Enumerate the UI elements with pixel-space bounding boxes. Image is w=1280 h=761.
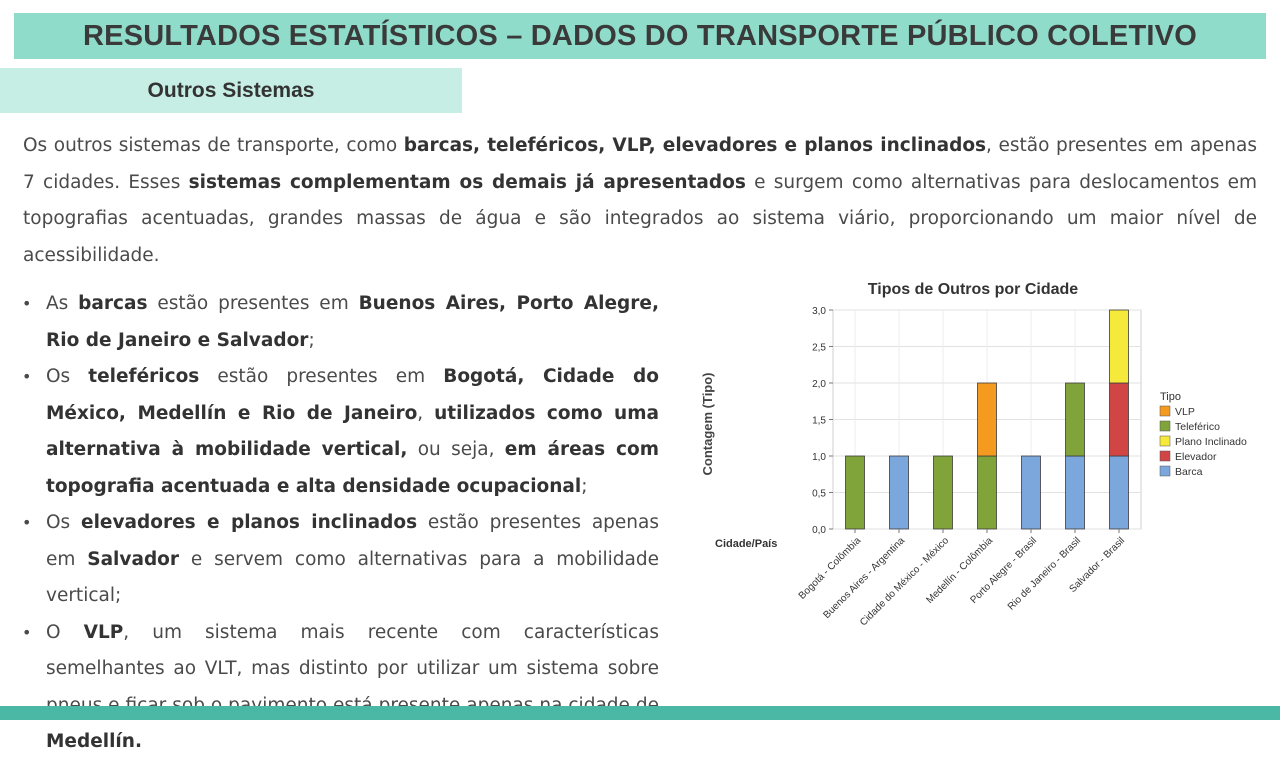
intro-text-2: , estão presentes em apenas 7 cidades. E… — [23, 135, 1257, 193]
bullet-dot: • — [22, 622, 32, 642]
intro-paragraph: Os outros sistemas de transporte, como b… — [23, 128, 1257, 274]
intro-text-1: Os outros sistemas de transporte, como — [23, 135, 404, 156]
chart-x-axis-label: Cidade/País — [715, 538, 777, 550]
bullet-item-elevadores: • Os elevadores e planos inclinados estã… — [22, 505, 659, 615]
legend-swatch — [1159, 465, 1171, 477]
bullet-text: O — [46, 621, 84, 643]
bullet-text: , um sistema mais recente com caracterís… — [46, 621, 659, 716]
chart-bar-segment — [1065, 382, 1085, 457]
intro-text-3: e surgem como alternativas para deslocam… — [23, 171, 1258, 266]
bullet-bold: VLP — [83, 621, 124, 643]
title-banner: RESULTADOS ESTATÍSTICOS – DADOS DO TRANS… — [14, 13, 1266, 59]
chart-y-tick-label: 3,0 — [812, 306, 826, 317]
bullet-dot: • — [22, 294, 32, 313]
bullet-item-telefericos: • Os teleféricos estão presentes em Bogo… — [22, 359, 659, 505]
bullet-text: , — [417, 402, 435, 424]
intro-bold-2: sistemas complementam os demais já apres… — [188, 171, 746, 193]
bullet-dot: • — [22, 367, 32, 386]
chart-bar-segment — [1065, 455, 1085, 530]
chart-bar-segment — [1109, 455, 1129, 530]
chart-bar-segment — [977, 455, 997, 530]
chart-y-tick-label: 2,0 — [812, 379, 826, 390]
chart-y-tick-label: 1,0 — [812, 452, 826, 463]
legend-label: Elevador — [1175, 451, 1217, 463]
bullet-text: Os — [46, 512, 82, 533]
legend-label: Teleférico — [1175, 421, 1220, 433]
legend-swatch — [1159, 420, 1171, 432]
legend-swatch — [1159, 405, 1171, 417]
chart-x-tick-label: Rio de Janeiro - Brasil — [1006, 535, 1083, 612]
bullet-text: Os — [46, 366, 89, 387]
bullet-bold: utilizados como uma alternativa à mobili… — [46, 402, 659, 461]
chart-y-tick-label: 0,0 — [812, 525, 826, 536]
bullet-text: As — [46, 293, 79, 314]
bullet-bold: Buenos Aires, Porto Alegre, Rio de Janei… — [46, 293, 659, 351]
bullet-bold: teleféricos — [88, 366, 200, 387]
bullet-dot: • — [22, 513, 32, 532]
chart-bar-segment — [933, 455, 953, 530]
legend-swatch — [1159, 435, 1171, 447]
chart-x-tick-label: Cidade do México - México — [858, 535, 951, 628]
chart-title: Tipos de Outros por Cidade — [868, 281, 1078, 298]
bullet-bold: Bogotá, Cidade do México, Medellín e Rio… — [46, 366, 659, 424]
chart-bar-segment — [1109, 382, 1129, 457]
bullet-bold: Medellín. — [46, 731, 142, 752]
bullet-bold: elevadores e planos inclinados — [81, 512, 418, 533]
bullet-text: estão presentes apenas em — [46, 512, 659, 570]
legend-title: Tipo — [1160, 391, 1181, 403]
bullet-bold: em áreas com topografia acentuada e alta… — [46, 439, 659, 497]
stacked-bar-chart: Tipos de Outros por Cidade Contagem (Tip… — [695, 272, 1270, 692]
bullet-list: • As barcas estão presentes em Buenos Ai… — [22, 286, 659, 761]
bullet-text: ; — [581, 475, 588, 497]
chart-bar-segment — [1021, 455, 1041, 530]
bullet-text: estão presentes em — [147, 293, 359, 314]
chart-bar-segment — [845, 455, 865, 530]
chart-bar-segment — [1109, 309, 1129, 384]
section-title: Outros Sistemas — [147, 78, 315, 102]
section-banner: Outros Sistemas — [0, 68, 462, 113]
chart-svg: Tipos de Outros por Cidade Contagem (Tip… — [700, 281, 1247, 628]
bullet-text: e servem como alternativas para a mobili… — [46, 548, 659, 607]
legend-swatch — [1159, 450, 1171, 462]
bullet-bold: Salvador — [87, 548, 180, 570]
intro-bold-1: barcas, teleféricos, VLP, elevadores e p… — [403, 135, 987, 156]
chart-bars — [845, 309, 1129, 530]
chart-y-tick-label: 2,5 — [812, 343, 826, 354]
legend-label: Plano Inclinado — [1175, 436, 1247, 448]
chart-y-axis-label: Contagem (Tipo) — [700, 372, 715, 475]
legend-label: Barca — [1175, 466, 1203, 478]
chart-bar-segment — [889, 455, 909, 530]
chart-y-tick-label: 1,5 — [812, 416, 826, 427]
chart-legend: Tipo VLP Teleférico Plano Inclinado Elevado… — [1159, 391, 1247, 478]
footer-bar — [0, 706, 1280, 720]
bullet-item-vlp: • O VLP, um sistema mais recente com car… — [22, 615, 659, 761]
bullet-bold: barcas — [78, 293, 148, 314]
chart-x-tick-label: Buenos Aires - Argentina — [822, 535, 908, 621]
legend-label: VLP — [1175, 406, 1195, 418]
chart-bar-segment — [977, 382, 997, 457]
bullet-text: ; — [308, 329, 315, 351]
bullet-text: estão presentes em — [199, 366, 444, 387]
page-title: RESULTADOS ESTATÍSTICOS – DADOS DO TRANS… — [83, 19, 1197, 52]
chart-y-tick-label: 0,5 — [812, 489, 826, 500]
bullet-item-barcas: • As barcas estão presentes em Buenos Ai… — [22, 286, 659, 359]
bullet-text: ou seja, — [407, 439, 505, 460]
